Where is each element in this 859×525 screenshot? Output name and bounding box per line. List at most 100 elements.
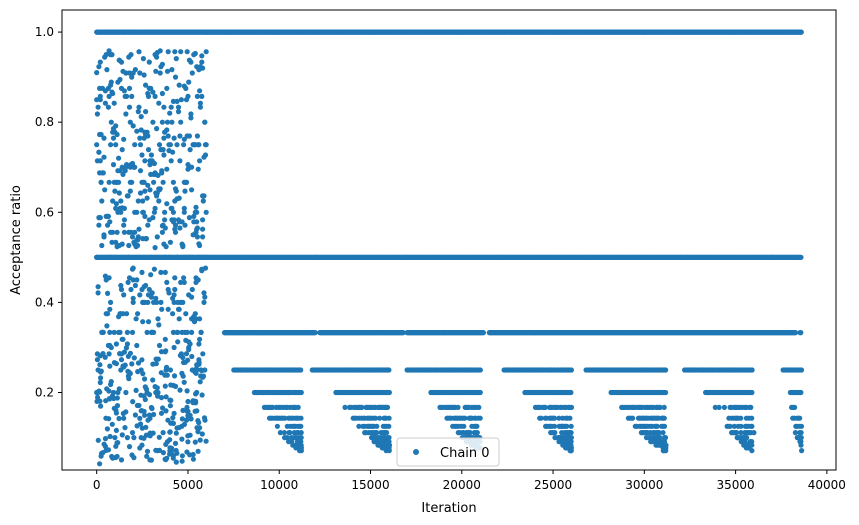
data-point bbox=[116, 155, 122, 161]
data-point bbox=[191, 213, 197, 219]
data-point bbox=[175, 329, 181, 335]
data-point bbox=[106, 179, 112, 185]
data-point bbox=[151, 266, 157, 272]
data-point bbox=[798, 367, 805, 373]
data-point bbox=[131, 435, 137, 441]
data-point bbox=[149, 405, 155, 412]
data-point bbox=[137, 142, 144, 148]
data-point bbox=[798, 29, 804, 35]
data-point bbox=[797, 415, 803, 421]
x-tick-label: 5000 bbox=[173, 478, 204, 492]
data-point bbox=[161, 152, 167, 158]
data-point bbox=[194, 219, 200, 225]
data-point bbox=[298, 423, 304, 429]
data-point bbox=[134, 128, 140, 134]
data-point bbox=[97, 215, 103, 221]
data-point bbox=[145, 93, 152, 99]
data-point bbox=[129, 452, 135, 458]
data-point bbox=[154, 234, 160, 240]
data-point bbox=[141, 435, 147, 441]
data-point bbox=[153, 356, 159, 362]
data-point bbox=[374, 430, 380, 436]
data-point bbox=[200, 217, 206, 223]
data-point bbox=[202, 119, 208, 125]
data-point bbox=[190, 456, 196, 462]
data-point bbox=[121, 229, 127, 235]
data-point bbox=[178, 279, 184, 285]
data-point bbox=[196, 361, 202, 367]
data-point bbox=[96, 64, 102, 70]
data-point bbox=[147, 187, 153, 193]
data-point bbox=[118, 59, 125, 65]
data-point bbox=[105, 311, 111, 317]
x-tick-label: 40000 bbox=[808, 478, 846, 492]
data-point bbox=[744, 435, 750, 441]
data-point bbox=[118, 209, 124, 215]
data-point bbox=[178, 119, 184, 125]
data-point bbox=[203, 142, 209, 148]
data-point bbox=[110, 198, 116, 204]
plot-points bbox=[94, 29, 805, 467]
data-point bbox=[160, 405, 166, 411]
data-point bbox=[107, 342, 113, 349]
data-point bbox=[176, 316, 182, 322]
data-point bbox=[374, 423, 380, 429]
data-point bbox=[384, 404, 391, 410]
x-tick-label: 25000 bbox=[534, 478, 572, 492]
data-point bbox=[164, 119, 171, 125]
data-point bbox=[160, 179, 166, 185]
data-point bbox=[188, 111, 194, 117]
data-point bbox=[342, 404, 348, 410]
data-point bbox=[170, 415, 176, 421]
data-point bbox=[135, 311, 141, 317]
data-point bbox=[167, 367, 173, 373]
y-axis-ticks: 0.20.40.60.81.0 bbox=[35, 25, 62, 400]
data-point bbox=[187, 412, 193, 418]
data-point bbox=[798, 254, 804, 260]
data-point bbox=[119, 432, 125, 438]
data-point bbox=[169, 67, 175, 73]
data-point bbox=[109, 52, 115, 58]
data-point bbox=[179, 219, 185, 225]
data-point bbox=[98, 403, 104, 409]
data-point bbox=[167, 437, 173, 443]
data-point bbox=[175, 109, 182, 115]
data-point bbox=[189, 329, 195, 335]
data-point bbox=[110, 162, 117, 168]
data-point bbox=[132, 229, 138, 235]
data-point bbox=[105, 447, 112, 453]
data-point bbox=[568, 389, 574, 396]
data-point bbox=[202, 152, 209, 158]
data-point bbox=[749, 423, 755, 429]
data-point bbox=[474, 423, 480, 429]
data-point bbox=[164, 166, 170, 172]
data-point bbox=[124, 341, 130, 347]
data-point bbox=[177, 387, 183, 393]
data-point bbox=[189, 187, 195, 193]
data-point bbox=[151, 179, 157, 185]
data-point bbox=[134, 209, 140, 215]
data-point bbox=[107, 363, 113, 369]
data-point bbox=[199, 93, 205, 99]
data-point bbox=[99, 198, 105, 204]
data-point bbox=[106, 351, 112, 357]
data-point bbox=[109, 453, 115, 460]
data-point bbox=[146, 286, 152, 293]
data-point bbox=[113, 427, 119, 433]
data-point bbox=[181, 205, 187, 211]
data-point bbox=[118, 457, 125, 463]
data-point bbox=[101, 154, 107, 160]
data-point bbox=[168, 397, 174, 403]
data-point bbox=[141, 179, 147, 185]
data-point bbox=[97, 362, 103, 368]
data-point bbox=[178, 97, 184, 103]
data-point bbox=[97, 398, 103, 404]
data-point bbox=[121, 292, 127, 298]
data-point bbox=[119, 164, 125, 170]
data-point bbox=[160, 147, 166, 153]
data-point bbox=[792, 330, 799, 336]
data-point bbox=[162, 225, 168, 231]
data-point bbox=[201, 193, 207, 199]
data-point bbox=[129, 430, 136, 436]
